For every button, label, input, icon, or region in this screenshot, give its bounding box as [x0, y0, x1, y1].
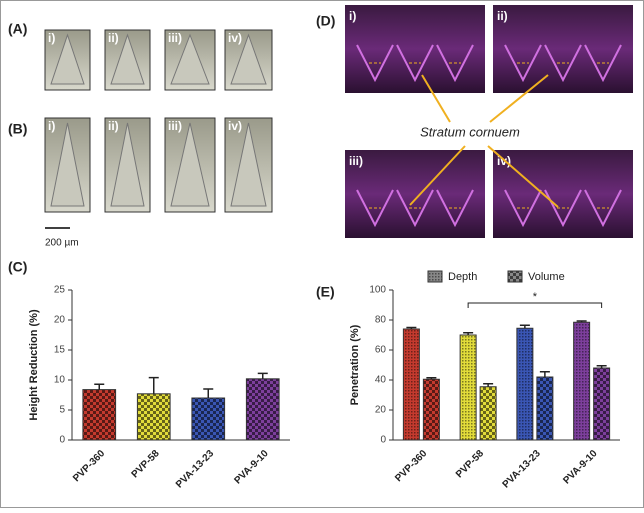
needle: [110, 122, 145, 207]
legend-label: Depth: [448, 271, 477, 283]
image-label: ii): [108, 119, 119, 133]
y-axis-label: Penetration (%): [349, 324, 361, 405]
y-tick-label: 25: [54, 285, 66, 296]
error-bar: [519, 324, 530, 329]
y-tick-label: 20: [375, 405, 387, 416]
bar: [191, 397, 226, 441]
y-tick-label: 20: [54, 315, 66, 326]
error-bar: [148, 376, 159, 394]
significance-label: *: [533, 291, 538, 303]
panel-label: (C): [8, 259, 27, 275]
oct-feature: [396, 44, 434, 83]
error-bar: [576, 320, 587, 323]
panel-label: (A): [8, 21, 27, 37]
image-label: i): [349, 9, 356, 23]
image-label: ii): [108, 31, 119, 45]
oct-feature: [504, 44, 542, 83]
error-bar: [203, 388, 214, 398]
panel-label: (E): [316, 284, 335, 300]
error-bar: [257, 372, 268, 379]
image-label: i): [48, 119, 55, 133]
oct-feature: [356, 44, 394, 83]
panel-label: (D): [316, 13, 335, 29]
needle: [230, 122, 267, 207]
bar: [422, 378, 440, 441]
error-bar: [94, 383, 105, 390]
error-bar: [406, 326, 417, 329]
oct-feature: [544, 44, 582, 83]
image-label: iii): [168, 31, 182, 45]
bar: [136, 393, 171, 441]
error-bar: [539, 371, 550, 377]
bar: [573, 321, 591, 441]
needle: [50, 122, 85, 207]
y-tick-label: 100: [369, 285, 386, 296]
y-tick-label: 40: [375, 375, 387, 386]
y-tick-label: 10: [54, 375, 66, 386]
error-bar: [426, 377, 437, 380]
needle: [110, 33, 145, 85]
scale-bar-label: 200 µm: [45, 238, 79, 249]
bar: [516, 327, 534, 441]
legend-swatch: [507, 270, 523, 283]
needle: [230, 33, 267, 85]
y-tick-label: 60: [375, 345, 387, 356]
image-label: iv): [228, 119, 242, 133]
y-tick-label: 15: [54, 345, 66, 356]
oct-feature: [436, 189, 474, 228]
y-tick-label: 80: [375, 315, 387, 326]
significance-bracket: [467, 302, 603, 308]
y-tick-label: 5: [59, 405, 65, 416]
oct-feature: [436, 44, 474, 83]
bar: [593, 367, 611, 441]
oct-feature: [584, 44, 622, 83]
bar: [459, 334, 477, 441]
legend-swatch: [427, 270, 443, 283]
oct-feature: [504, 189, 542, 228]
oct-feature: [396, 189, 434, 228]
image-label: i): [48, 31, 55, 45]
bar: [82, 389, 117, 441]
needle: [50, 33, 85, 85]
bar: [245, 378, 280, 441]
y-tick-label: 0: [380, 435, 386, 446]
bar: [479, 386, 497, 441]
error-bar: [483, 383, 494, 387]
image-label: iii): [168, 119, 182, 133]
arrows: [409, 74, 559, 208]
y-axis-label: Height Reduction (%): [28, 309, 40, 421]
image-label: iii): [349, 154, 363, 168]
legend-label: Volume: [528, 271, 565, 283]
image-label: ii): [497, 9, 508, 23]
bar: [402, 328, 420, 441]
needle: [170, 122, 210, 207]
needle: [170, 33, 210, 85]
error-bar: [596, 365, 607, 368]
error-bar: [463, 332, 474, 335]
image-label: iv): [228, 31, 242, 45]
annotation: Stratum cornuem: [420, 124, 520, 139]
y-tick-label: 0: [59, 435, 65, 446]
oct-feature: [356, 189, 394, 228]
panel-label: (B): [8, 121, 27, 137]
oct-feature: [584, 189, 622, 228]
bar: [536, 376, 554, 441]
